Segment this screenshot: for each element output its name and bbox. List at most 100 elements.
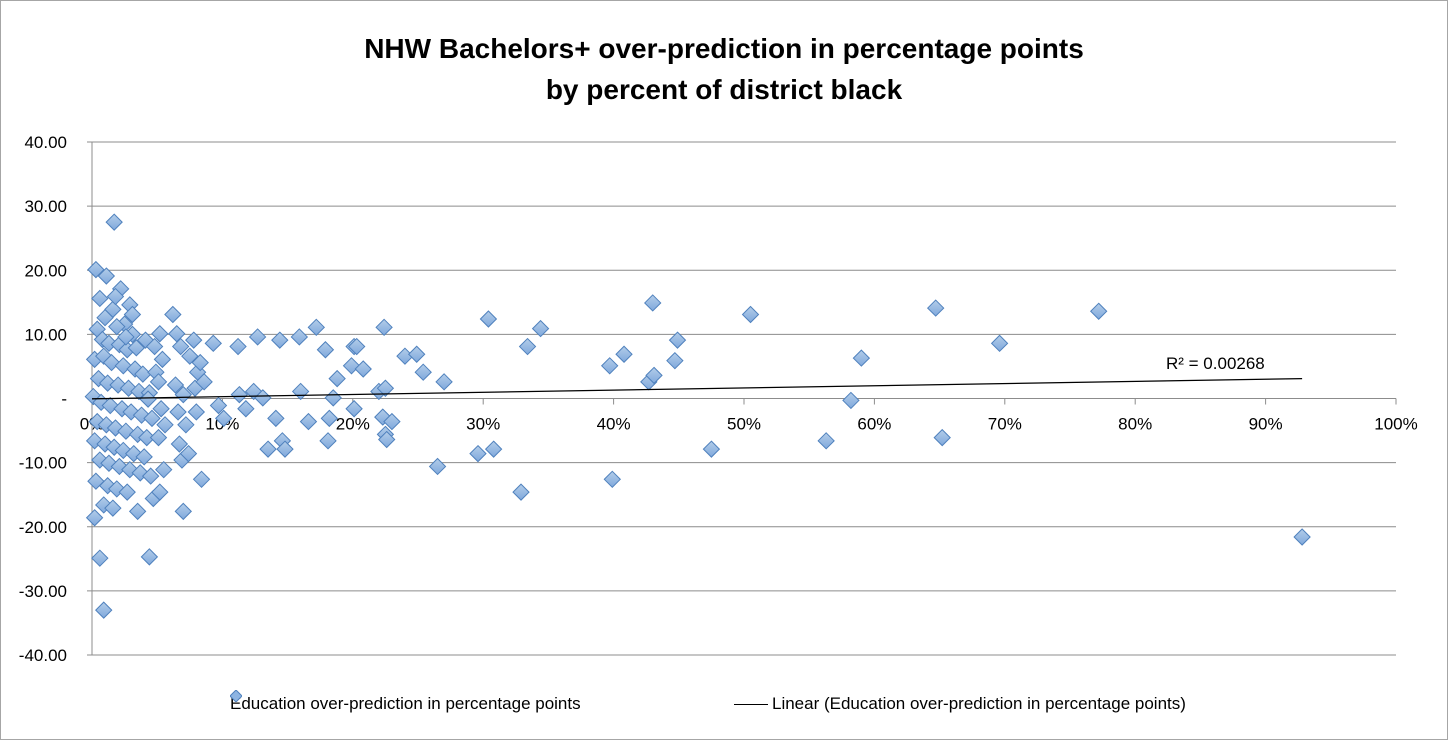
x-tick-label: 60% <box>857 415 891 434</box>
data-point <box>143 409 161 428</box>
data-point <box>237 400 255 418</box>
data-point <box>114 441 133 460</box>
y-tick-label: -10.00 <box>19 454 67 473</box>
data-point <box>114 357 133 375</box>
data-point <box>149 373 168 391</box>
y-tick-label: -40.00 <box>19 646 67 665</box>
data-point <box>248 328 267 346</box>
data-point <box>842 391 860 410</box>
data-point <box>179 444 198 463</box>
data-point <box>531 319 550 338</box>
chart-title: NHW Bachelors+ over-prediction in percen… <box>0 28 1448 110</box>
data-point <box>185 331 203 349</box>
data-point <box>324 389 342 407</box>
data-point <box>152 400 170 418</box>
legend-trendline-label: Linear (Education over-prediction in per… <box>772 694 1186 713</box>
data-point <box>96 308 114 327</box>
data-point <box>328 369 346 388</box>
chart-title-line-2: by percent of district black <box>545 74 903 105</box>
x-tick-label: 70% <box>988 415 1022 434</box>
data-point <box>85 509 104 527</box>
trendline <box>91 377 1303 400</box>
data-point <box>666 351 684 370</box>
legend-series-label: Education over-prediction in percentage … <box>230 694 581 713</box>
data-point <box>1293 528 1311 546</box>
data-point <box>254 389 272 407</box>
data-point <box>345 400 363 418</box>
data-point <box>354 360 372 378</box>
data-point <box>926 299 945 317</box>
diamond-marker-icon <box>230 690 242 702</box>
data-point <box>668 331 687 349</box>
data-point <box>348 337 366 356</box>
data-point <box>644 294 662 312</box>
data-point <box>479 310 498 328</box>
data-point <box>127 339 146 357</box>
data-point <box>1089 302 1108 320</box>
data-point <box>149 428 168 447</box>
data-point <box>117 422 135 440</box>
data-point <box>375 318 393 337</box>
data-point <box>151 325 169 343</box>
data-point <box>230 385 249 404</box>
y-tick-label: 30.00 <box>24 197 67 216</box>
data-point <box>377 430 396 449</box>
data-point <box>187 403 206 421</box>
data-point <box>209 396 228 415</box>
data-point <box>155 460 173 479</box>
data-point <box>139 390 157 408</box>
data-point <box>108 317 126 336</box>
data-point <box>259 440 277 458</box>
legend: Education over-prediction in percentage … <box>0 690 1448 718</box>
x-tick-label: 20% <box>336 415 370 434</box>
data-point <box>484 440 503 458</box>
data-point <box>741 305 760 324</box>
data-point <box>600 357 619 375</box>
x-tick-label: 90% <box>1249 415 1283 434</box>
data-point <box>135 448 153 466</box>
data-point <box>91 289 109 308</box>
legend-item-trendline: Linear (Education over-prediction in per… <box>734 690 1186 718</box>
data-point <box>271 331 289 349</box>
x-tick-label: 80% <box>1118 415 1152 434</box>
data-point <box>645 366 663 385</box>
data-point <box>105 213 123 231</box>
y-tick-label: 20.00 <box>24 261 67 280</box>
data-point <box>512 483 530 501</box>
data-point <box>87 260 105 279</box>
data-point <box>702 440 721 458</box>
data-point <box>320 409 339 428</box>
data-point <box>414 363 432 381</box>
data-point <box>117 328 135 346</box>
data-point <box>204 334 222 353</box>
data-point <box>192 470 211 489</box>
data-point <box>145 337 164 356</box>
data-point <box>244 382 263 401</box>
data-point <box>229 337 247 356</box>
data-point <box>469 444 487 463</box>
data-point <box>104 499 122 517</box>
data-point <box>291 382 310 401</box>
data-point <box>299 412 318 431</box>
data-point <box>428 457 447 476</box>
y-tick-label: 40.00 <box>24 133 67 152</box>
data-point <box>615 345 633 363</box>
r-squared-label: R² = 0.00268 <box>1166 354 1265 373</box>
data-point <box>267 409 285 428</box>
data-point <box>407 345 426 363</box>
x-tick-label: 40% <box>597 415 631 434</box>
data-point <box>128 502 147 521</box>
chart-title-line-1: NHW Bachelors+ over-prediction in percen… <box>364 33 1084 64</box>
x-tick-label: 100% <box>1374 415 1417 434</box>
y-tick-label: -20.00 <box>19 518 67 537</box>
data-point <box>171 337 190 356</box>
data-point <box>140 548 159 566</box>
data-point <box>151 483 169 501</box>
data-point <box>100 334 118 353</box>
data-point <box>130 382 148 401</box>
data-point <box>113 400 131 418</box>
data-point <box>95 601 113 619</box>
data-point <box>852 349 871 367</box>
